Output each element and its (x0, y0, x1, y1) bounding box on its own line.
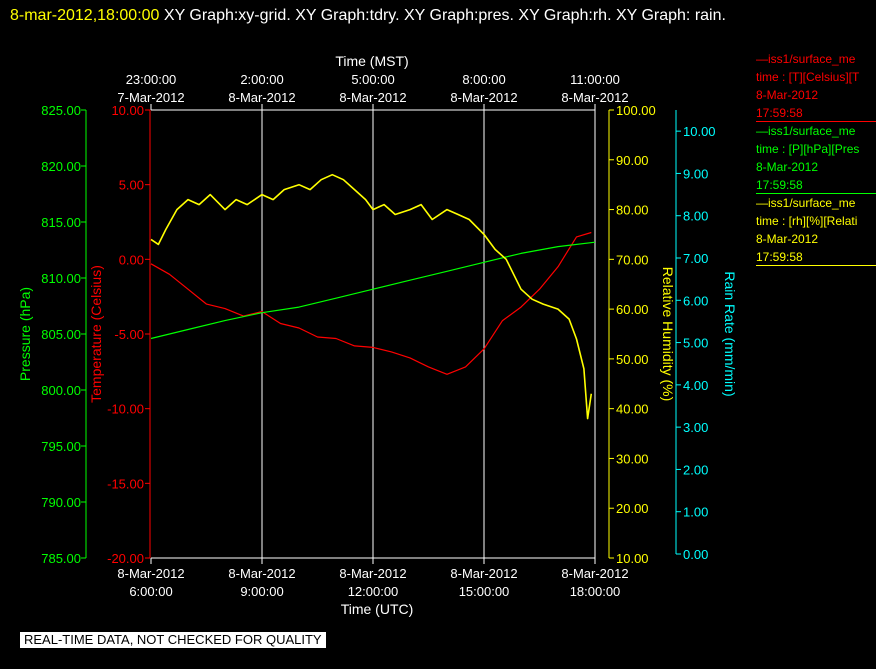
bottom-tick-date: 8-Mar-2012 (228, 566, 295, 581)
legend-humidity-line4: 17:59:58 (756, 250, 803, 264)
legend-pressure-line1: —iss1/surface_me (756, 124, 856, 138)
rh-series-line (150, 173, 593, 420)
rh-tick-label: 60.00 (616, 302, 649, 317)
rh-tick-label: 10.00 (616, 551, 649, 566)
rh-tick-label: 30.00 (616, 451, 649, 466)
rh-tick-label: 100.00 (616, 103, 656, 118)
rh-tick-label: 40.00 (616, 402, 649, 417)
x-top-axis-label: Time (MST) (335, 53, 408, 69)
rh-axis-title: Relative Humidity (%) (660, 267, 676, 402)
temperature-tick-label: 10.00 (111, 103, 144, 118)
temperature-tick-label: 0.00 (119, 252, 144, 267)
legend-humidity-line2: time : [rh][%][Relati (756, 214, 858, 228)
pressure-tick-label: 805.00 (41, 327, 81, 342)
pressure-series-line (150, 241, 596, 340)
rain-tick-label: 10.00 (683, 124, 716, 139)
temperature-tick-label: 5.00 (119, 178, 144, 193)
vertical-gridlines (261, 110, 596, 558)
axes-group: 23:00:00 7-Mar-2012 2:00:00 8-Mar-2012 5:00:… (17, 72, 738, 599)
top-tick-time: 5:00:00 (351, 72, 394, 87)
top-tick-date: 8-Mar-2012 (339, 90, 406, 105)
rain-tick-label: 0.00 (683, 547, 708, 562)
legend-separator (756, 265, 876, 266)
bottom-tick-time: 12:00:00 (348, 584, 399, 599)
rh-tick-label: 90.00 (616, 153, 649, 168)
quality-warning-banner: REAL-TIME DATA, NOT CHECKED FOR QUALITY (20, 632, 326, 648)
legend-pressure-line4: 17:59:58 (756, 178, 803, 192)
legend-pressure-line3: 8-Mar-2012 (756, 160, 819, 174)
top-tick-date: 7-Mar-2012 (117, 90, 184, 105)
bottom-tick-time: 15:00:00 (459, 584, 510, 599)
rain-tick-label: 7.00 (683, 251, 708, 266)
rain-tick-label: 3.00 (683, 420, 708, 435)
page-title: 8-mar-2012,18:00:00 XY Graph:xy-grid. XY… (10, 3, 870, 29)
legend-temperature: —iss1/surface_me time : [T][Celsius][T 8… (756, 50, 876, 122)
legend-separator (756, 193, 876, 194)
rain-tick-label: 5.00 (683, 336, 708, 351)
top-tick-date: 8-Mar-2012 (228, 90, 295, 105)
rh-tick-label: 20.00 (616, 501, 649, 516)
legend-temperature-line2: time : [T][Celsius][T (756, 70, 860, 84)
bottom-tick-date: 8-Mar-2012 (450, 566, 517, 581)
title-graph-list: XY Graph:xy-grid. XY Graph:tdry. XY Grap… (163, 7, 691, 24)
top-tick-date: 8-Mar-2012 (450, 90, 517, 105)
legend-humidity-line1: —iss1/surface_me (756, 196, 856, 210)
rain-tick-label: 6.00 (683, 293, 708, 308)
bottom-tick-date: 8-Mar-2012 (561, 566, 628, 581)
rain-axis-title: Rain Rate (mm/min) (722, 271, 738, 396)
pressure-tick-label: 790.00 (41, 495, 81, 510)
pressure-tick-label: 810.00 (41, 271, 81, 286)
top-tick-time: 8:00:00 (462, 72, 505, 87)
top-tick-time: 23:00:00 (126, 72, 177, 87)
rain-tick-label: 4.00 (683, 378, 708, 393)
legend-separator (756, 121, 876, 122)
legend-temperature-line1: —iss1/surface_me (756, 52, 856, 66)
legend-humidity-line3: 8-Mar-2012 (756, 232, 819, 246)
top-tick-date: 8-Mar-2012 (561, 90, 628, 105)
legend-pressure-line2: time : [P][hPa][Pres (756, 142, 860, 156)
rain-tick-label: 8.00 (683, 209, 708, 224)
legend-pressure: —iss1/surface_me time : [P][hPa][Pres 8-… (756, 122, 876, 194)
pressure-tick-label: 815.00 (41, 215, 81, 230)
pressure-tick-label: 820.00 (41, 159, 81, 174)
title-timestamp: 8-mar-2012,18:00:00 (10, 7, 160, 24)
bottom-tick-time: 9:00:00 (240, 584, 283, 599)
legend-temperature-line4: 17:59:58 (756, 106, 803, 120)
title-graph-list-wrap: rain. (694, 7, 726, 24)
bottom-tick-date: 8-Mar-2012 (117, 566, 184, 581)
top-tick-time: 11:00:00 (570, 72, 620, 87)
bottom-tick-date: 8-Mar-2012 (339, 566, 406, 581)
temperature-tick-label: -15.00 (107, 476, 144, 491)
pressure-tick-label: 785.00 (41, 551, 81, 566)
pressure-tick-label: 825.00 (41, 103, 81, 118)
rh-tick-label: 70.00 (616, 252, 649, 267)
bottom-tick-time: 18:00:00 (570, 584, 621, 599)
legend-humidity: —iss1/surface_me time : [rh][%][Relati 8… (756, 194, 876, 266)
rh-tick-label: 50.00 (616, 352, 649, 367)
temperature-series-line (150, 231, 592, 375)
legend-temperature-line3: 8-Mar-2012 (756, 88, 819, 102)
rain-tick-label: 2.00 (683, 462, 708, 477)
temperature-tick-label: -5.00 (114, 327, 144, 342)
top-tick-time: 2:00:00 (240, 72, 283, 87)
temperature-axis-title: Temperature (Celsius) (88, 265, 104, 403)
bottom-tick-time: 6:00:00 (129, 584, 172, 599)
x-bottom-axis-label: Time (UTC) (341, 601, 414, 617)
pressure-tick-label: 800.00 (41, 383, 81, 398)
temperature-tick-label: -20.00 (107, 551, 144, 566)
pressure-tick-label: 795.00 (41, 439, 81, 454)
series-group (150, 173, 596, 420)
temperature-tick-label: -10.00 (107, 402, 144, 417)
rain-tick-label: 9.00 (683, 166, 708, 181)
pressure-axis-title: Pressure (hPa) (17, 287, 33, 381)
rain-tick-label: 1.00 (683, 505, 708, 520)
rh-tick-label: 80.00 (616, 203, 649, 218)
